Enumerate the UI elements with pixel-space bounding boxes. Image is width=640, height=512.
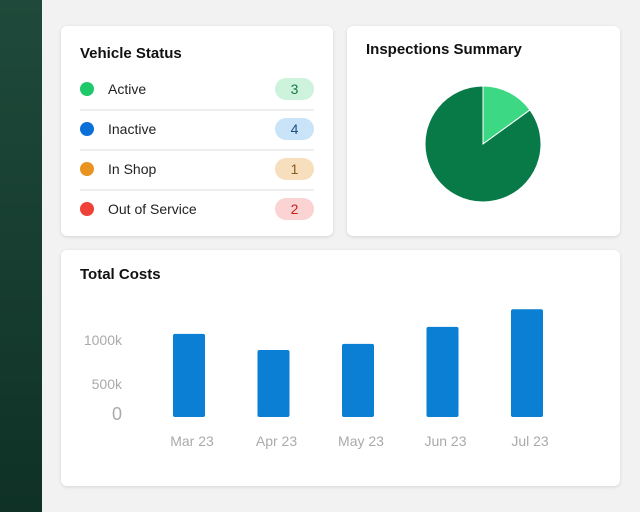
status-row[interactable]: Inactive 4	[80, 109, 314, 149]
vehicle-status-card: Vehicle Status Active 3 Inactive 4 In Sh…	[61, 26, 333, 236]
status-label: In Shop	[108, 161, 157, 177]
total-costs-card: Total Costs 0 500k 1000k Mar 23 Apr 23 May 23…	[61, 250, 620, 486]
bar[interactable]	[426, 326, 459, 417]
status-dot-icon	[80, 82, 94, 96]
card-title: Total Costs	[80, 266, 161, 283]
status-count-badge: 4	[275, 118, 314, 140]
y-tick-label: 0	[112, 404, 122, 424]
bar[interactable]	[257, 350, 290, 417]
x-tick-label: May 23	[338, 433, 384, 449]
pie-slice[interactable]	[424, 85, 542, 203]
x-tick-label: Jul 23	[511, 433, 549, 449]
status-count-badge: 2	[275, 198, 314, 220]
status-dot-icon	[80, 162, 94, 176]
inspections-card: Inspections Summary	[347, 26, 620, 236]
x-tick-label: Mar 23	[170, 433, 214, 449]
status-row[interactable]: In Shop 1	[80, 149, 314, 189]
bar-chart: 0 500k 1000k Mar 23 Apr 23 May 23 Jun 23 Jul 23	[84, 309, 549, 449]
divider	[80, 109, 314, 111]
sidebar	[0, 0, 42, 512]
status-label: Active	[108, 81, 147, 97]
card-title: Inspections Summary	[366, 41, 522, 58]
status-dot-icon	[80, 202, 94, 216]
status-count-badge: 3	[275, 78, 314, 100]
status-dot-icon	[80, 122, 94, 136]
x-tick-label: Apr 23	[256, 433, 297, 449]
bar[interactable]	[173, 333, 205, 417]
bar[interactable]	[342, 343, 374, 417]
card-title: Vehicle Status	[80, 45, 182, 62]
status-label: Out of Service	[108, 201, 197, 217]
y-tick-label: 500k	[92, 376, 123, 392]
pie-slice[interactable]	[482, 85, 531, 145]
status-count-badge: 1	[275, 158, 314, 180]
x-tick-label: Jun 23	[424, 433, 466, 449]
divider	[80, 149, 314, 151]
pie-chart	[424, 85, 542, 203]
status-label: Inactive	[108, 121, 157, 137]
bar[interactable]	[511, 309, 543, 417]
status-row[interactable]: Active 3	[80, 69, 314, 109]
y-tick-label: 1000k	[84, 332, 123, 348]
status-row[interactable]: Out of Service 2	[80, 189, 314, 229]
divider	[80, 189, 314, 191]
